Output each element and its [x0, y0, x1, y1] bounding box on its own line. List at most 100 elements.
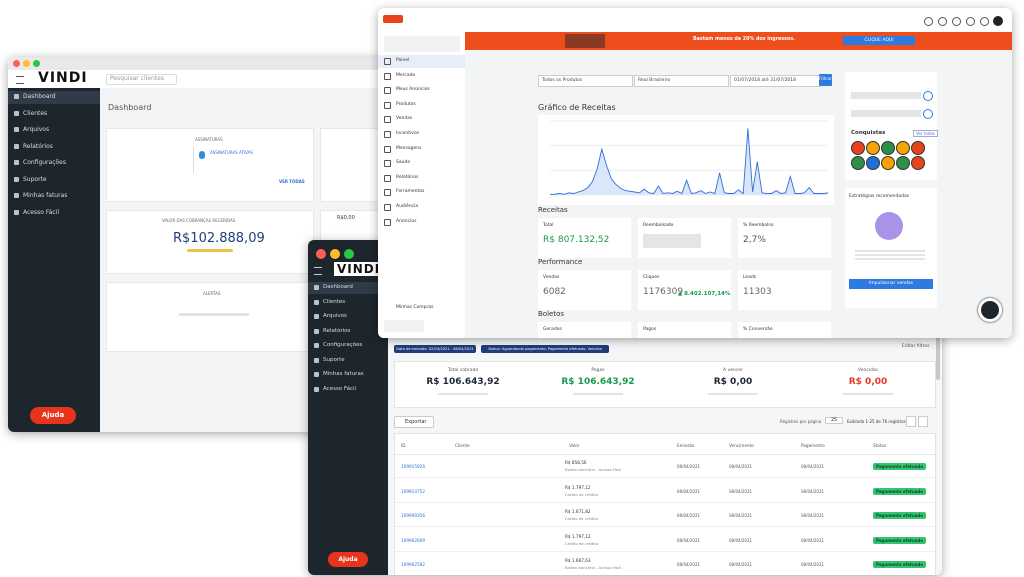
menu-item[interactable]: Incentivos: [396, 131, 420, 136]
toolbar-icon: [966, 17, 975, 26]
banner-text: Bastam menos de 20% dos ingressos.: [693, 37, 795, 42]
menu-item[interactable]: Relatórios: [23, 142, 53, 150]
metric-value: R$ 807.132,52: [543, 235, 610, 245]
badge: [911, 141, 925, 155]
strategy-button[interactable]: Impulsionar vendas: [849, 279, 933, 289]
card: ALERTAS: [106, 282, 314, 352]
link[interactable]: Ver todas: [913, 130, 938, 137]
metric-label: % Reembolso: [743, 223, 774, 228]
menu-item[interactable]: Configurações: [323, 342, 363, 348]
summary-caption: [573, 393, 623, 395]
row-id[interactable]: 109909356: [401, 513, 425, 518]
summary-value: R$ 106.643,92: [426, 377, 500, 387]
column-header: Cliente: [455, 443, 470, 448]
row-date: 08/04/2021: [729, 488, 753, 494]
menu-item[interactable]: Ferramentas: [396, 189, 425, 195]
menu-icon: [314, 285, 319, 290]
sidebar: Dashboard Clientes Arquivos Relatórios Confi…: [8, 88, 100, 432]
menu-item[interactable]: Configurações: [23, 159, 66, 166]
menu-item[interactable]: Relatórios: [323, 327, 351, 334]
menu-item[interactable]: Anúncios: [396, 218, 417, 224]
menu-item[interactable]: Minhas faturas: [323, 371, 364, 377]
row-id[interactable]: 109914752: [401, 488, 425, 494]
help-button[interactable]: Ajuda: [328, 552, 368, 567]
filter-select[interactable]: Todos os Produtos: [538, 75, 633, 87]
row-method: Boleto bancário - Acesso Fácil: [565, 467, 622, 472]
menu-item[interactable]: Clientes: [23, 109, 48, 117]
menu-icon: [314, 357, 319, 363]
revenue-chart: [550, 120, 829, 196]
app-logo: [383, 15, 403, 23]
menu-item[interactable]: Mensagens: [396, 145, 422, 151]
menu-icon: [384, 116, 391, 124]
filter-select[interactable]: Real Brasileiro: [634, 75, 729, 87]
menu-item[interactable]: Painel: [396, 58, 410, 63]
menu-icon: [314, 299, 319, 305]
card-value: R$102.888,09: [173, 231, 265, 246]
menu-item[interactable]: Vendas: [396, 116, 413, 122]
summary-label: Vencidas: [857, 368, 879, 373]
filter-chip[interactable]: Data de emissão: 02/04/2021 - 08/04/2021: [394, 345, 476, 353]
menu-item[interactable]: Suporte: [323, 356, 345, 363]
menu-item[interactable]: Saúde: [396, 160, 411, 166]
chart-panel: [538, 115, 834, 205]
menu-item[interactable]: Dashboard: [323, 284, 353, 290]
metric-label: Vendas: [543, 275, 560, 280]
filter-chip[interactable]: Status: Aguardando pagamento, Pagamento …: [481, 345, 609, 353]
menu-icon: [14, 193, 19, 198]
menu-item[interactable]: Meus Anúncios: [396, 87, 430, 93]
menu-item[interactable]: Clientes: [323, 298, 346, 305]
menu-item[interactable]: Arquivos: [323, 313, 347, 319]
menu-item[interactable]: Dashboard: [23, 93, 56, 100]
menu-toggle: [16, 76, 24, 84]
menu-item[interactable]: Acesso Fácil: [323, 385, 357, 392]
search-box[interactable]: Pesquisar clientes: [106, 74, 177, 85]
revenue-area: [550, 128, 828, 195]
filter-button[interactable]: Filtrar: [819, 74, 832, 86]
title-bar: [378, 8, 1012, 33]
menu-icon: [384, 160, 391, 168]
menu-item[interactable]: Arquivos: [23, 126, 50, 133]
metric-card: Total R$ 807.132,52: [538, 218, 631, 258]
row-id[interactable]: 109915926: [401, 464, 425, 469]
metric-growth: ▲ 8.402.107,14%: [678, 291, 731, 297]
row-id[interactable]: 109902609: [401, 537, 425, 543]
summary-value: R$ 0,00: [848, 377, 888, 387]
menu-item[interactable]: Audiência: [396, 204, 419, 209]
row-id[interactable]: 109902582: [401, 562, 425, 567]
summary-label: A vencer: [723, 368, 743, 373]
badge: [851, 156, 865, 170]
banner-button[interactable]: CLIQUE AQUI: [843, 36, 915, 45]
link[interactable]: VER TODAS: [279, 179, 305, 184]
row-date: 08/04/2021: [677, 488, 701, 494]
menu-icon: [14, 209, 19, 215]
menu-item[interactable]: Relatórios: [396, 174, 419, 180]
badge: [851, 141, 865, 155]
sidebar: Painel Mercado Meus Anúncios Produtos Vendas…: [378, 32, 466, 338]
badge: [866, 141, 880, 155]
filter-select[interactable]: 01/07/2018 até 31/07/2018: [730, 75, 821, 87]
menu-item[interactable]: Mercado: [396, 72, 416, 78]
column-header: Pagamento: [801, 443, 825, 448]
sidebar: VINDI Dashboard Clientes Arquivos Relatórios…: [308, 240, 388, 575]
menu-icon: [384, 174, 391, 182]
menu-icon: [14, 110, 19, 116]
menu-toggle: [314, 267, 322, 275]
toolbar-icon: [952, 17, 961, 26]
export-button[interactable]: Exportar: [394, 416, 434, 428]
metric-value: 11303: [743, 287, 772, 297]
menu-item[interactable]: Suporte: [23, 175, 47, 183]
window-control: [33, 60, 40, 67]
help-button[interactable]: Ajuda: [30, 407, 76, 424]
pagination-select[interactable]: 25: [825, 417, 843, 424]
menu-item[interactable]: Minhas faturas: [23, 192, 68, 199]
menu-item[interactable]: Minhas Compras: [396, 305, 434, 310]
illustration: [875, 212, 903, 240]
menu-active: [308, 282, 388, 294]
row-date: 08/04/2021: [801, 464, 825, 469]
menu-item[interactable]: Produtos: [396, 101, 416, 107]
link[interactable]: Editar filtros: [902, 344, 930, 349]
menu-item[interactable]: Acesso Fácil: [23, 208, 60, 216]
